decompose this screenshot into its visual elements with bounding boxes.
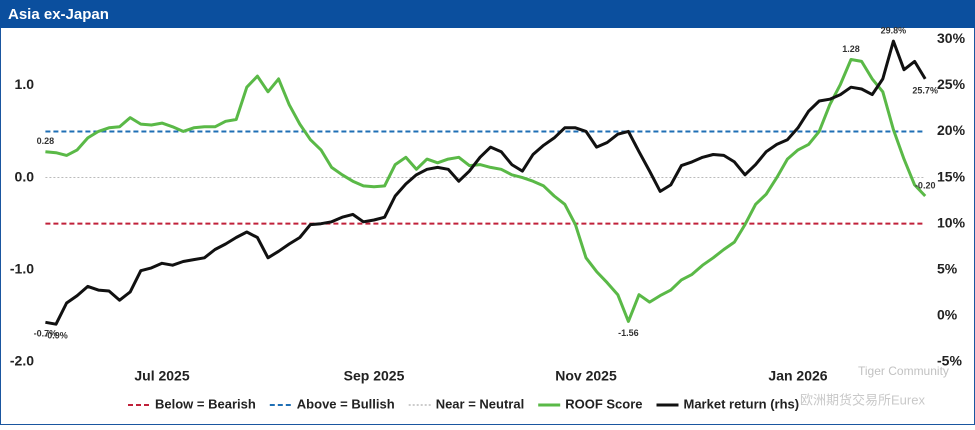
y2-tick-label: 0% — [937, 307, 958, 323]
data-label: 25.7% — [912, 85, 938, 95]
y2-tick-label: 20% — [937, 122, 966, 138]
y-tick-label: -2.0 — [10, 353, 34, 369]
y2-tick-label: 10% — [937, 214, 966, 230]
data-label: 0.28 — [37, 136, 55, 146]
y2-tick-label: 5% — [937, 260, 958, 276]
y2-tick-label: 25% — [937, 76, 966, 92]
series-line — [45, 39, 927, 326]
legend-label: Above = Bullish — [297, 396, 395, 411]
x-tick-label: Nov 2025 — [555, 368, 617, 384]
data-label: 29.8% — [881, 25, 907, 35]
chart-title: Asia ex-Japan — [8, 6, 109, 23]
watermark: 欧洲期货交易所Eurex — [800, 392, 925, 407]
data-label: 1.28 — [842, 44, 860, 54]
data-label: -0.7% — [34, 329, 58, 339]
watermark: Tiger Community — [858, 364, 949, 378]
y2-tick-label: 30% — [937, 30, 966, 46]
x-tick-label: Sep 2025 — [344, 368, 405, 384]
legend-label: Below = Bearish — [155, 396, 256, 411]
legend-label: Market return (rhs) — [684, 396, 800, 411]
title-bar — [0, 0, 975, 28]
legend-label: ROOF Score — [565, 396, 642, 411]
y-tick-label: 0.0 — [15, 168, 35, 184]
legend-label: Near = Neutral — [436, 396, 525, 411]
y-tick-label: -1.0 — [10, 260, 34, 276]
y-tick-label: 1.0 — [15, 76, 35, 92]
y2-tick-label: -5% — [937, 353, 962, 369]
x-tick-label: Jan 2026 — [768, 368, 827, 384]
x-tick-label: Jul 2025 — [134, 368, 189, 384]
data-label: -0.20 — [915, 180, 936, 190]
data-label: -0.9% — [44, 331, 68, 341]
series-line — [45, 58, 927, 323]
y2-tick-label: 15% — [937, 168, 966, 184]
data-label: -1.56 — [618, 328, 639, 338]
